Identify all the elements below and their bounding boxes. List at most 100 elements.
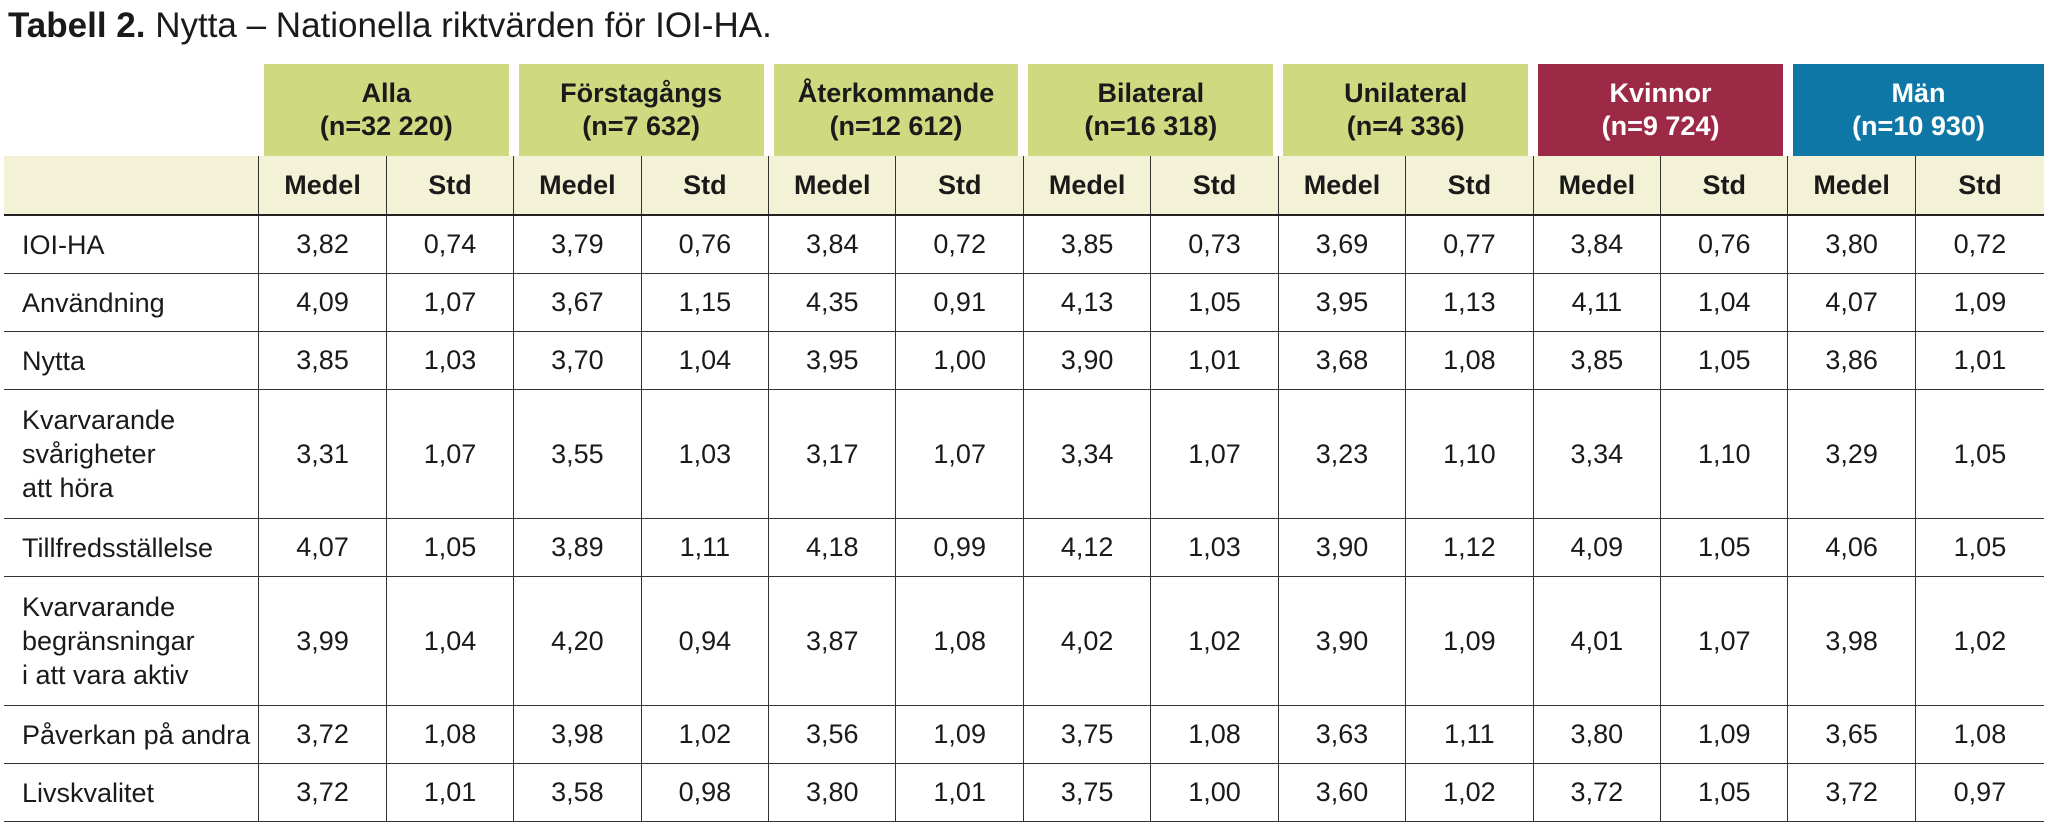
cell-medel: 4,07 — [1787, 273, 1916, 332]
cell-std: 1,08 — [386, 705, 515, 764]
cell-medel: 4,11 — [1533, 273, 1662, 332]
subheader-std: Std — [1660, 156, 1789, 216]
cell-std: 0,99 — [895, 518, 1024, 577]
row-label: IOI-HA — [4, 215, 260, 274]
row-label: Kvarvarande svårigheter att höra — [4, 389, 260, 519]
cell-medel: 3,70 — [513, 331, 642, 390]
subheader-blank — [4, 156, 260, 216]
group-header-alla: Alla (n=32 220) — [253, 64, 514, 156]
cell-std: 0,76 — [1660, 215, 1789, 274]
table-title: Tabell 2. Nytta – Nationella riktvärden … — [8, 4, 772, 48]
cell-std: 1,01 — [1915, 331, 2044, 390]
group-header-man: Män (n=10 930) — [1782, 64, 2044, 156]
cell-medel: 3,79 — [513, 215, 642, 274]
cell-medel: 3,29 — [1787, 389, 1916, 519]
subheader-row: Medel Std Medel Std Medel Std Medel Std Medel Std… — [4, 156, 2044, 216]
cell-medel: 3,63 — [1278, 705, 1407, 764]
cell-medel: 4,01 — [1533, 576, 1662, 706]
cell-medel: 3,85 — [1533, 331, 1662, 390]
cell-medel: 3,72 — [1787, 763, 1916, 822]
cell-std: 1,09 — [1915, 273, 2044, 332]
cell-std: 1,05 — [386, 518, 515, 577]
cell-std: 1,05 — [1660, 331, 1789, 390]
row-label-line: Påverkan på andra — [22, 719, 251, 750]
cell-medel: 3,31 — [258, 389, 387, 519]
cell-medel: 4,06 — [1787, 518, 1916, 577]
cell-std: 1,13 — [1405, 273, 1534, 332]
subheader-std: Std — [1405, 156, 1534, 216]
cell-std: 0,76 — [641, 215, 770, 274]
row-label-line: Nytta — [22, 345, 86, 376]
cell-medel: 3,95 — [768, 331, 897, 390]
cell-std: 1,10 — [1660, 389, 1789, 519]
subheader-medel: Medel — [513, 156, 642, 216]
cell-std: 1,08 — [1405, 331, 1534, 390]
cell-medel: 3,90 — [1278, 518, 1407, 577]
cell-std: 0,77 — [1405, 215, 1534, 274]
row-label-line: i att vara aktiv — [22, 660, 189, 690]
cell-medel: 3,75 — [1023, 705, 1152, 764]
cell-std: 1,02 — [1405, 763, 1534, 822]
cell-medel: 3,84 — [1533, 215, 1662, 274]
cell-std: 1,07 — [1660, 576, 1789, 706]
cell-medel: 3,86 — [1787, 331, 1916, 390]
norms-table: Alla (n=32 220) Förstagångs (n=7 632) Åter… — [4, 64, 2044, 822]
cell-medel: 3,55 — [513, 389, 642, 519]
cell-std: 1,01 — [386, 763, 515, 822]
subheader-std: Std — [386, 156, 515, 216]
cell-std: 1,02 — [1150, 576, 1279, 706]
cell-std: 1,03 — [1150, 518, 1279, 577]
table-row: Kvarvarande svårigheter att höra 3,31 1,07 3,… — [4, 389, 2044, 519]
table-row: Påverkan på andra 3,72 1,08 3,98 1,02 3,56 1,0… — [4, 705, 2044, 764]
table-row: Användning 4,09 1,07 3,67 1,15 4,35 0,91 4,13 1,… — [4, 273, 2044, 332]
cell-medel: 3,65 — [1787, 705, 1916, 764]
row-label: Användning — [4, 273, 260, 332]
cell-std: 1,11 — [1405, 705, 1534, 764]
cell-std: 1,02 — [641, 705, 770, 764]
row-label-line: svårigheter — [22, 439, 156, 469]
cell-medel: 4,35 — [768, 273, 897, 332]
cell-std: 1,08 — [895, 576, 1024, 706]
cell-std: 1,05 — [1150, 273, 1279, 332]
cell-std: 1,09 — [1660, 705, 1789, 764]
cell-std: 0,72 — [895, 215, 1024, 274]
cell-std: 1,00 — [1150, 763, 1279, 822]
cell-medel: 3,80 — [768, 763, 897, 822]
cell-std: 1,01 — [895, 763, 1024, 822]
cell-std: 1,02 — [1915, 576, 2044, 706]
cell-std: 0,91 — [895, 273, 1024, 332]
cell-std: 1,05 — [1660, 518, 1789, 577]
row-label-line: IOI-HA — [22, 229, 105, 260]
cell-medel: 3,82 — [258, 215, 387, 274]
cell-std: 0,74 — [386, 215, 515, 274]
cell-std: 1,01 — [1150, 331, 1279, 390]
cell-medel: 3,85 — [258, 331, 387, 390]
table-body: IOI-HA 3,82 0,74 3,79 0,76 3,84 0,72 3,85 0,73 3,… — [4, 215, 2044, 822]
cell-medel: 3,95 — [1278, 273, 1407, 332]
row-label-line: Kvarvarande — [22, 592, 176, 622]
cell-std: 0,73 — [1150, 215, 1279, 274]
cell-std: 1,12 — [1405, 518, 1534, 577]
cell-std: 1,09 — [895, 705, 1024, 764]
row-label-line: Tillfredsställelse — [22, 532, 214, 563]
cell-std: 1,07 — [386, 273, 515, 332]
subheader-medel: Medel — [1278, 156, 1407, 216]
table-row: Livskvalitet 3,72 1,01 3,58 0,98 3,80 1,01 3,75… — [4, 763, 2044, 822]
subheader-std: Std — [1915, 156, 2044, 216]
row-label: Livskvalitet — [4, 763, 260, 822]
cell-medel: 3,34 — [1533, 389, 1662, 519]
table-row: Nytta 3,85 1,03 3,70 1,04 3,95 1,00 3,90 1,01 3,6… — [4, 331, 2044, 390]
group-header-forstagangs: Förstagångs (n=7 632) — [508, 64, 769, 156]
cell-medel: 3,90 — [1023, 331, 1152, 390]
row-label: Påverkan på andra — [4, 705, 260, 764]
subheader-std: Std — [1150, 156, 1279, 216]
cell-medel: 3,84 — [768, 215, 897, 274]
table-title-number: Tabell 2. — [8, 6, 146, 45]
group-header-unilateral: Unilateral (n=4 336) — [1273, 64, 1534, 156]
cell-medel: 4,07 — [258, 518, 387, 577]
cell-std: 1,00 — [895, 331, 1024, 390]
cell-medel: 3,67 — [513, 273, 642, 332]
subheader-medel: Medel — [1023, 156, 1152, 216]
cell-medel: 3,69 — [1278, 215, 1407, 274]
row-label-line: att höra — [22, 473, 114, 503]
